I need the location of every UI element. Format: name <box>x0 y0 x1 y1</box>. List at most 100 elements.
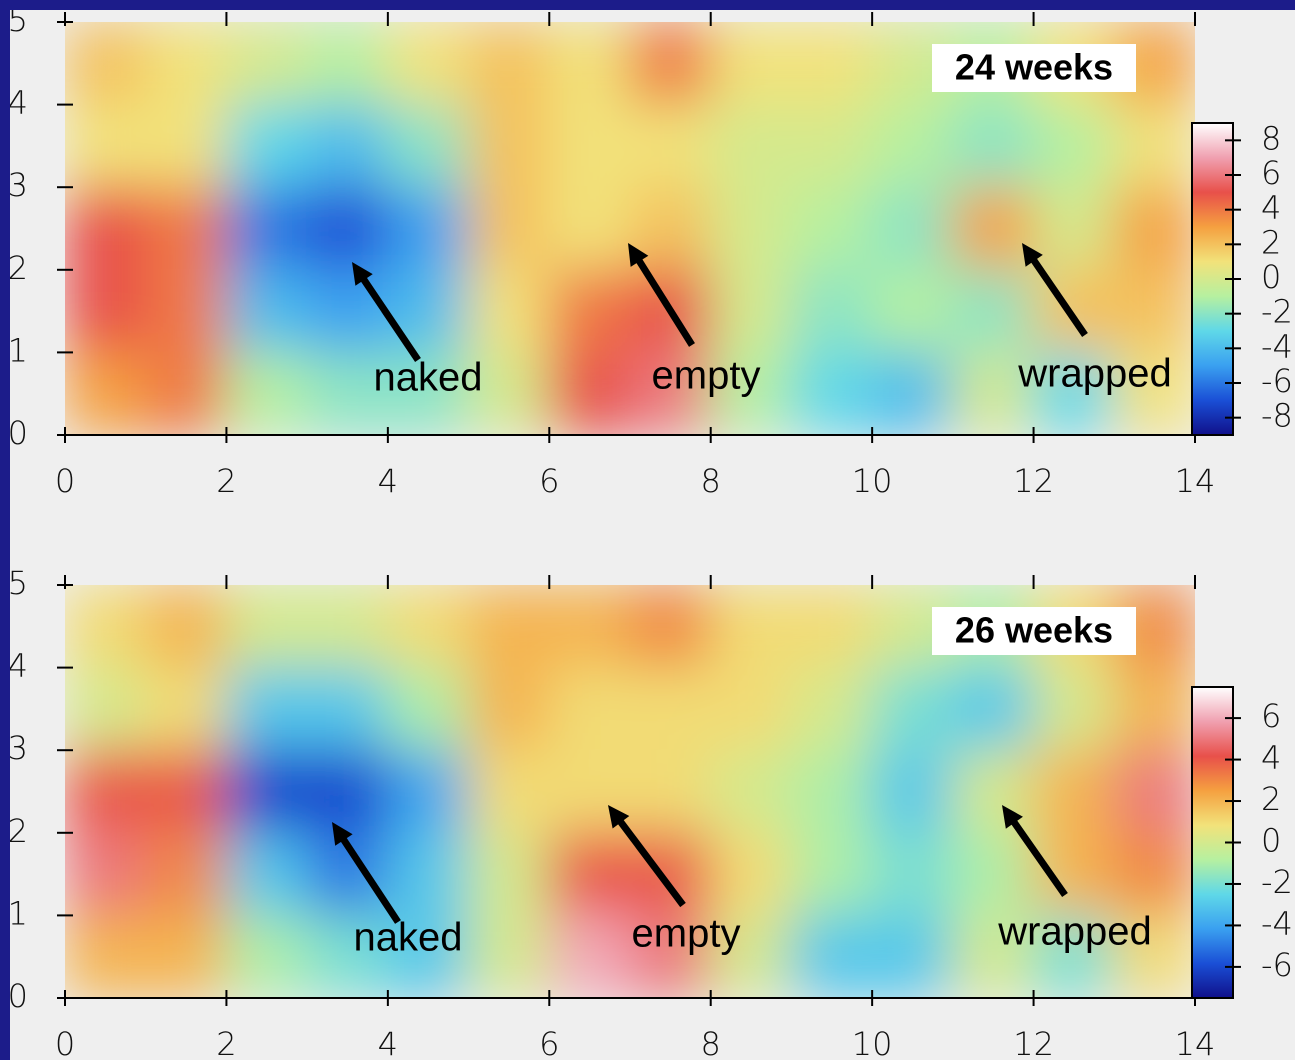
colorbar-tick-label: 6 <box>1261 154 1281 192</box>
heatmap-cell <box>144 666 228 752</box>
heatmap-cell <box>790 103 874 189</box>
y-tick-label: 0 <box>8 977 28 1015</box>
heatmap-cell <box>871 666 954 752</box>
heatmap-cell <box>1113 831 1195 917</box>
heatmap-cell <box>709 666 793 752</box>
heatmap-cell <box>386 666 470 752</box>
heatmap-cell <box>306 914 389 998</box>
heatmap-cell <box>951 749 1035 834</box>
y-tick-label: 3 <box>8 729 28 767</box>
heatmap-cell <box>790 666 874 752</box>
heatmap-cell <box>225 22 309 106</box>
heatmap-cell <box>1032 186 1116 271</box>
heatmap-cell <box>629 103 712 189</box>
heatmap-cell <box>790 585 874 669</box>
heatmap-area <box>65 585 1195 998</box>
label-box <box>932 44 1136 92</box>
heatmap-cell <box>467 585 551 669</box>
heatmap-cell <box>144 585 228 669</box>
heatmap-cell <box>629 914 712 998</box>
heatmap-cell <box>467 103 551 189</box>
heatmap-cell <box>790 268 874 354</box>
colorbar-tick-label: -6 <box>1261 946 1293 984</box>
heatmap-cell <box>144 186 228 271</box>
x-tick-label: 12 <box>1013 462 1054 500</box>
heatmap-cell <box>225 351 309 435</box>
y-tick-label: 4 <box>8 647 28 685</box>
x-tick-label: 2 <box>216 1025 236 1060</box>
heatmap-cell <box>709 268 793 354</box>
heatmap-cell <box>65 351 147 435</box>
heatmap-cell <box>548 666 631 752</box>
heatmap-cell <box>1113 103 1195 189</box>
x-tick-label: 4 <box>378 462 398 500</box>
x-tick-label: 14 <box>1175 1025 1216 1060</box>
heatmap-cell <box>386 103 470 189</box>
heatmap-cell <box>1032 914 1116 998</box>
heatmap-cell <box>709 749 793 834</box>
y-tick-label: 1 <box>8 331 28 369</box>
heatmap-cell <box>225 749 309 834</box>
colorbar-tick-label: -2 <box>1261 863 1293 901</box>
heatmap-cell <box>467 914 551 998</box>
heatmap-cells <box>65 585 1195 998</box>
x-tick-label: 4 <box>378 1025 398 1060</box>
arrow-shaft <box>1006 813 1068 898</box>
heatmap-cell <box>386 914 470 998</box>
colorbar-tick-label: 4 <box>1261 739 1281 777</box>
heatmap-cell <box>144 351 228 435</box>
heatmap-cell <box>386 831 470 917</box>
heatmap-cell <box>548 831 631 917</box>
heatmap-cell <box>629 666 712 752</box>
x-tick-label: 10 <box>852 1025 893 1060</box>
heatmap-cell <box>467 22 551 106</box>
annotation: naked <box>354 916 463 960</box>
x-tick-label: 10 <box>852 462 893 500</box>
heatmap-cell <box>871 268 954 354</box>
heatmap-cell <box>225 666 309 752</box>
annotation: empty <box>632 912 741 956</box>
arrow-shaft <box>614 814 686 908</box>
heatmap-cell <box>709 831 793 917</box>
heatmap-cell <box>467 351 551 435</box>
x-tick-label: 6 <box>539 1025 559 1060</box>
panel-label: 24 weeks <box>955 47 1113 88</box>
heatmap-cell <box>225 186 309 271</box>
heatmap-cell <box>548 268 631 354</box>
arrow-head <box>1002 805 1023 829</box>
colorbar-tick-label: -8 <box>1261 397 1293 435</box>
arrow-shaft <box>632 253 695 347</box>
y-tick-label: 0 <box>8 414 28 452</box>
colorbar-tick-label: 6 <box>1261 697 1281 735</box>
heatmap-cell <box>144 914 228 998</box>
heatmap-cell <box>306 666 389 752</box>
arrow-head <box>628 243 649 267</box>
x-tick-label: 0 <box>55 462 75 500</box>
y-tick-label: 5 <box>8 1 28 39</box>
x-tick-label: 6 <box>539 462 559 500</box>
heatmap-cell <box>629 749 712 834</box>
label-box <box>932 607 1136 655</box>
heatmap-cell <box>1032 103 1116 189</box>
heatmap-cell <box>225 268 309 354</box>
top-strip <box>0 0 1295 10</box>
heatmap-cell <box>65 914 147 998</box>
heatmap-cell <box>65 831 147 917</box>
arrow-shaft <box>357 271 421 362</box>
heatmap-cell <box>1113 186 1195 271</box>
heatmap-cell <box>871 351 954 435</box>
heatmap-cell <box>1032 749 1116 834</box>
heatmap-cell <box>709 103 793 189</box>
heatmap-cell <box>65 585 147 669</box>
heatmap-cell <box>306 351 389 435</box>
y-tick-label: 2 <box>8 812 28 850</box>
heatmap-cell <box>306 22 389 106</box>
colorbar-tick-label: 0 <box>1261 822 1281 860</box>
y-tick-label: 2 <box>8 249 28 287</box>
heatmap-cell <box>386 268 470 354</box>
heatmap-cell <box>709 585 793 669</box>
heatmap-cell <box>548 585 631 669</box>
heatmap-cell <box>1032 831 1116 917</box>
heatmap-cell <box>548 22 631 106</box>
colorbar-tick-label: 0 <box>1261 258 1281 296</box>
